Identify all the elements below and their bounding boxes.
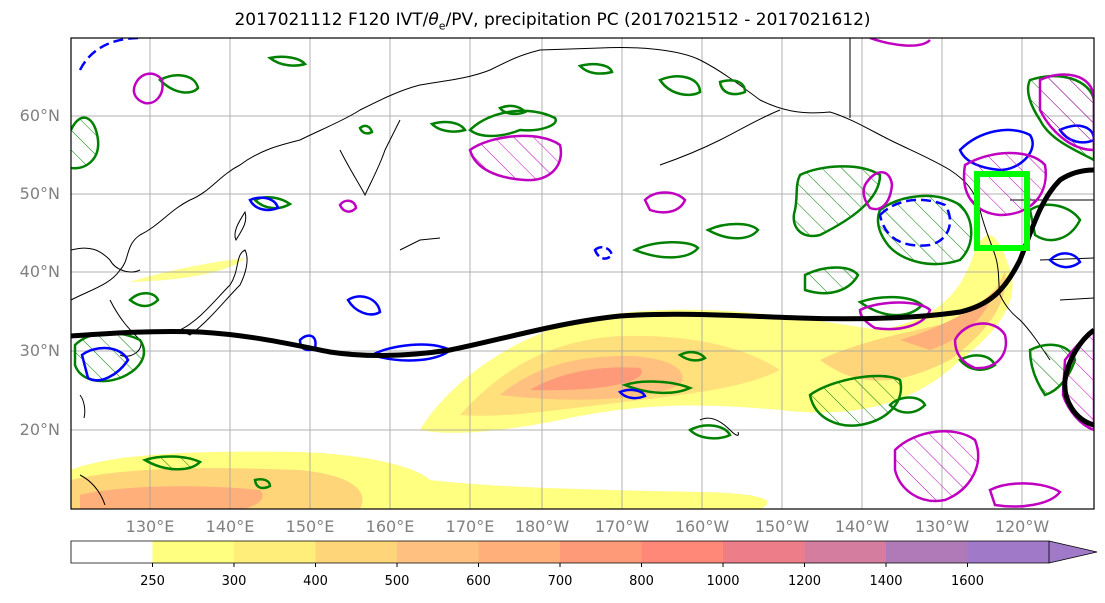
colorbar-segment	[723, 541, 805, 563]
colorbar-tick-label: 300	[221, 574, 247, 589]
lat-label-30: 30°N	[19, 341, 60, 360]
pv-line-east	[1062, 327, 1094, 428]
lon-label-170w: 170°W	[594, 517, 650, 536]
colorbar-segment	[804, 541, 887, 563]
colorbar-segment	[315, 541, 398, 563]
colorbar-tick-label: 400	[303, 574, 328, 589]
colorbar-segment	[886, 541, 968, 563]
lon-label-150w: 150°W	[754, 517, 810, 536]
colorbar-segment	[234, 541, 316, 563]
lon-label-180w: 180°W	[514, 517, 570, 536]
lon-label-140w: 140°W	[834, 517, 890, 536]
colorbar-tick-label: 1200	[787, 574, 822, 589]
lon-label-160w: 160°W	[674, 517, 730, 536]
colorbar-tick-label: 250	[140, 574, 165, 589]
colorbar-segment	[478, 541, 561, 563]
colorbar	[70, 540, 1098, 567]
colorbar-tick-label: 1000	[706, 574, 740, 589]
colorbar-tick-label: 800	[629, 574, 654, 589]
lon-label-130w: 130°W	[914, 517, 970, 536]
colorbar-segment	[152, 541, 235, 563]
colorbar-tick-label: 700	[547, 574, 573, 589]
colorbar-tick-label: 500	[384, 574, 410, 589]
colorbar-segment	[397, 541, 479, 563]
colorbar-tick-label: 1400	[869, 574, 903, 589]
target-region-box	[974, 171, 1030, 251]
pv-line	[71, 167, 1094, 359]
lat-label-60: 60°N	[19, 106, 60, 125]
colorbar-segment	[967, 541, 1050, 563]
lon-label-120w: 120°W	[994, 517, 1050, 536]
lon-label-130e: 130°E	[125, 517, 175, 536]
colorbar-tick-label: 600	[466, 574, 491, 589]
lon-label-140e: 140°E	[205, 517, 255, 536]
colorbar-extend-arrow	[1048, 540, 1098, 564]
colorbar-segment	[641, 541, 724, 563]
lon-label-150e: 150°E	[285, 517, 335, 536]
colorbar-tick-label: 1600	[950, 574, 985, 589]
lat-label-50: 50°N	[19, 184, 60, 203]
figure-title: 2017021112 F120 IVT/θe/PV, precipitation…	[234, 10, 871, 33]
map-frame	[70, 37, 1095, 510]
colorbar-segment	[560, 541, 642, 563]
lat-label-20: 20°N	[19, 420, 60, 439]
lon-label-170e: 170°E	[445, 517, 495, 536]
lon-label-160e: 160°E	[365, 517, 415, 536]
graticule	[71, 38, 1094, 509]
lat-label-40: 40°N	[19, 262, 60, 281]
colorbar-segment	[71, 541, 153, 563]
